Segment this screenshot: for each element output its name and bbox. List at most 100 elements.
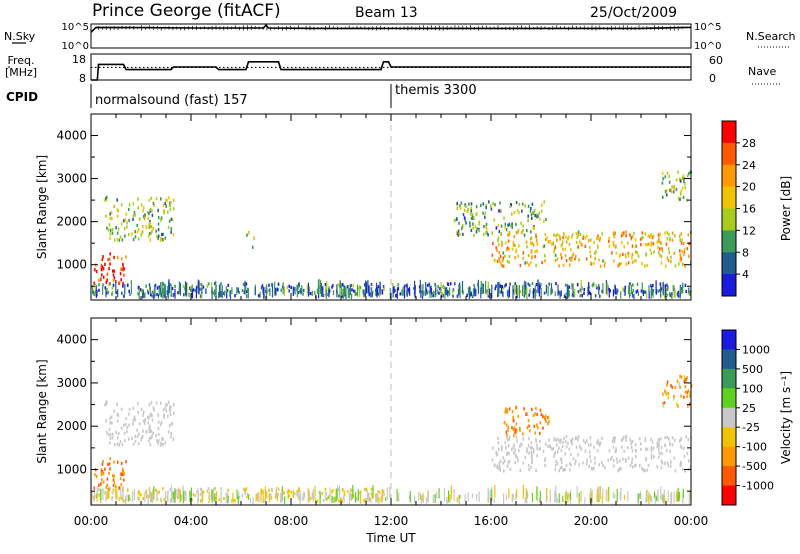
velocity-panel-spike: [494, 485, 496, 498]
power-panel-cell: [496, 248, 498, 252]
velocity-panel-cell: [525, 412, 527, 416]
power-panel-cell: [548, 282, 550, 286]
power-panel-cell: [630, 236, 633, 240]
velocity-panel-cell: [122, 470, 124, 474]
power-panel-cell: [290, 285, 292, 290]
power-panel-spike: [477, 279, 479, 294]
velocity-panel-cell: [109, 441, 111, 445]
velocity-panel-cell: [149, 443, 152, 447]
power-panel-cell: [151, 209, 153, 213]
power-panel-cell: [102, 275, 105, 279]
power-panel-cell: [666, 283, 668, 287]
velocity-panel-spike: [107, 487, 109, 498]
velocity-panel-cell: [138, 432, 140, 436]
velocity-panel-spike: [490, 489, 492, 502]
velocity-panel-spike: [564, 492, 566, 504]
power-panel-cell: [673, 186, 675, 190]
power-panel-cell: [554, 253, 557, 257]
power-panel-cell: [501, 285, 503, 289]
velocity-panel-cell: [132, 418, 135, 422]
power-panel-cell: [507, 223, 509, 227]
velocity-panel-cell: [288, 489, 291, 493]
velocity-panel-spike: [458, 499, 460, 503]
power-panel-cell: [426, 291, 428, 295]
velocity-panel-spike: [623, 494, 626, 500]
power-panel-cell: [149, 220, 151, 224]
velocity-panel-spike: [178, 487, 180, 499]
velocity-panel-cell: [673, 394, 675, 399]
power-panel-spike: [403, 284, 406, 299]
xtick-label: 16:00: [474, 514, 509, 528]
velocity-colorbar-tick-label: -1000: [742, 480, 774, 493]
velocity-panel-cell: [687, 389, 690, 393]
power-panel-cell: [530, 261, 532, 265]
power-panel-cell: [377, 292, 380, 296]
power-panel-spike: [469, 287, 471, 298]
power-panel-cell: [553, 247, 556, 251]
velocity-panel-spike: [591, 491, 593, 502]
velocity-panel-cell: [288, 494, 290, 498]
power-panel-cell: [271, 282, 273, 287]
power-panel-cell: [500, 224, 503, 228]
freq-top-tick: 18: [72, 53, 86, 66]
power-panel-cell: [505, 228, 508, 232]
velocity-panel-cell: [105, 419, 107, 423]
power-panel-cell: [666, 256, 669, 260]
velocity-panel-cell: [619, 459, 621, 463]
power-panel-spike: [689, 290, 691, 297]
velocity-panel-spike: [420, 495, 422, 504]
power-panel-cell: [679, 259, 682, 263]
power-colorbar-swatch: [722, 164, 736, 188]
velocity-panel-cell: [671, 443, 674, 447]
power-panel-cell: [484, 211, 487, 215]
power-panel-cell: [623, 288, 625, 293]
power-panel-cell: [223, 291, 225, 295]
velocity-panel-spike: [654, 493, 656, 501]
power-panel-cell: [475, 212, 478, 216]
velocity-panel-cell: [338, 499, 340, 503]
velocity-panel-cell: [631, 465, 634, 469]
power-panel-cell: [527, 204, 530, 208]
power-panel-cell: [643, 290, 646, 294]
velocity-panel-cell: [159, 423, 162, 427]
power-panel-cell: [571, 233, 574, 237]
velocity-panel-cell: [157, 441, 159, 445]
power-panel-cell: [631, 260, 634, 264]
velocity-panel-spike: [176, 488, 178, 498]
power-panel-cell: [463, 208, 466, 212]
velocity-panel-spike: [151, 492, 153, 503]
velocity-panel-cell: [497, 441, 500, 445]
velocity-panel-cell: [100, 472, 103, 477]
velocity-panel-cell: [218, 498, 221, 502]
power-panel-cell: [351, 288, 353, 292]
power-panel-spike: [671, 293, 673, 300]
power-panel-cell: [641, 231, 644, 235]
power-panel-cell: [612, 243, 615, 247]
power-panel-cell: [331, 285, 333, 289]
velocity-panel-cell: [331, 490, 333, 494]
power-panel-cell: [503, 264, 505, 268]
power-panel-cell: [286, 285, 289, 289]
velocity-panel-cell: [242, 487, 245, 491]
velocity-panel-spike: [596, 492, 598, 502]
power-panel-cell: [579, 232, 582, 236]
power-panel-cell: [429, 288, 432, 292]
velocity-panel-cell: [516, 439, 518, 443]
velocity-panel-cell: [611, 439, 614, 443]
velocity-panel-spike: [508, 488, 510, 499]
power-panel-cell: [460, 201, 463, 205]
velocity-panel-cell: [115, 485, 117, 489]
power-panel-cell: [664, 190, 667, 194]
power-panel-cell: [120, 222, 123, 226]
velocity-panel-cell: [506, 464, 509, 468]
velocity-panel-spike: [627, 491, 629, 502]
power-panel-spike: [558, 290, 560, 295]
velocity-panel-spike: [447, 498, 449, 504]
power-panel-cell: [536, 215, 538, 219]
velocity-panel-cell: [506, 410, 509, 414]
nsky-noise: [98, 25, 683, 31]
velocity-colorbar-frame: [721, 329, 737, 506]
power-panel-cell: [608, 236, 610, 240]
velocity-panel-spike: [503, 493, 505, 504]
velocity-panel-cell: [531, 446, 533, 450]
